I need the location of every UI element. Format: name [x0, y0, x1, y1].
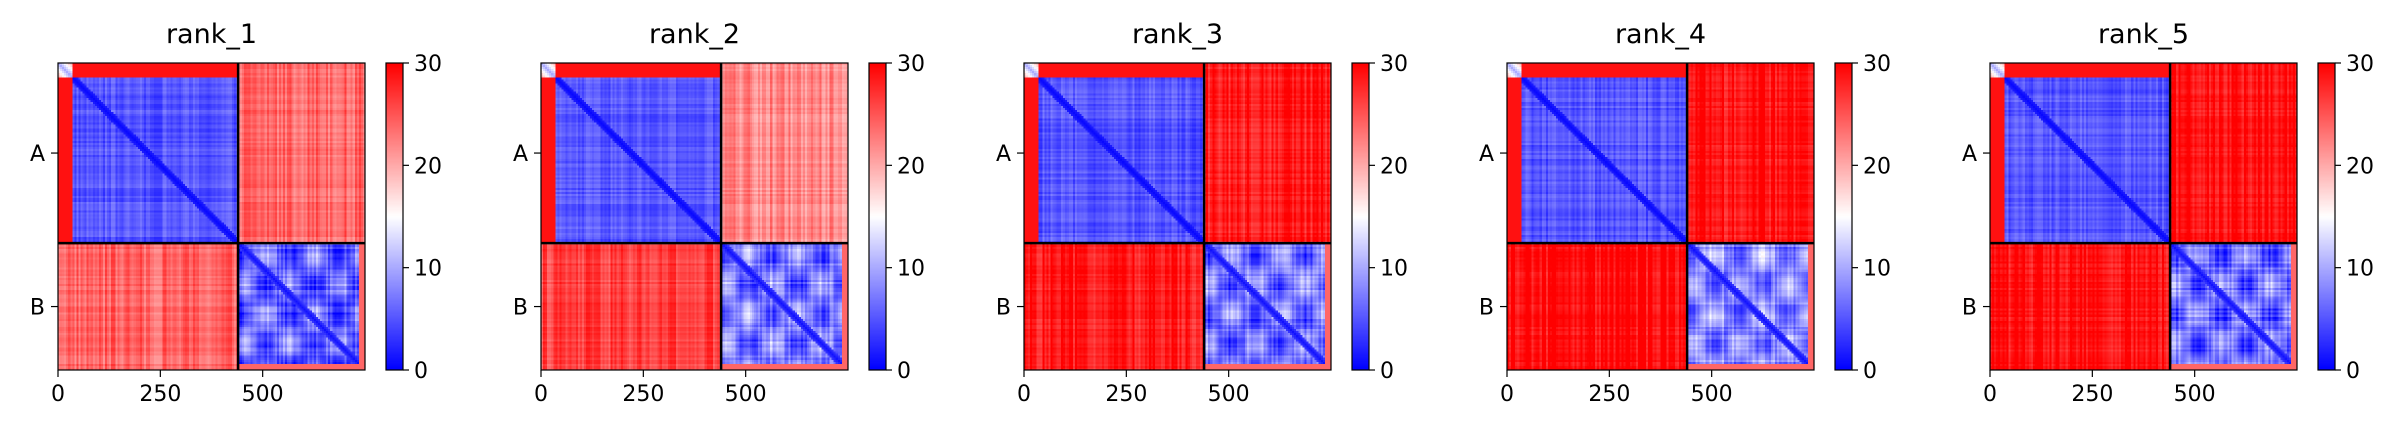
y-tick-label-chain-A: A	[996, 142, 1011, 167]
colorbar-tick-label: 10	[2346, 257, 2374, 282]
colorbar-tick-label: 10	[414, 257, 442, 282]
y-tick-label-chain-A: A	[1962, 142, 1977, 167]
colorbar-frame	[385, 62, 404, 371]
x-tick-label: 0	[51, 382, 65, 407]
y-tick-label-chain-A: A	[1479, 142, 1494, 167]
x-tick-label: 500	[242, 382, 284, 407]
x-tick-label: 0	[1017, 382, 1031, 407]
panel-title: rank_1	[166, 19, 257, 50]
colorbar-tick-label: 0	[414, 359, 428, 384]
x-tick-label: 250	[1105, 382, 1147, 407]
heatmap-panel-rank_3: rank_3 A B 0 250 500 0 10 20 30	[996, 19, 1408, 407]
colorbar-tick-label: 10	[1380, 257, 1408, 282]
y-tick-label-chain-B: B	[30, 296, 45, 321]
panel-title: rank_2	[649, 19, 740, 50]
x-tick-label: 500	[1691, 382, 1733, 407]
heatmap-image	[1990, 63, 2297, 370]
colorbar-tick-label: 10	[1863, 257, 1891, 282]
heatmap-image	[1024, 63, 1331, 370]
colorbar-tick-label: 20	[2346, 154, 2374, 179]
panel-title: rank_3	[1132, 19, 1223, 50]
colorbar-tick-label: 20	[1380, 154, 1408, 179]
colorbar-tick-label: 20	[1863, 154, 1891, 179]
colorbar: 0 10 20 30	[1834, 52, 1891, 384]
colorbar-gradient	[386, 63, 403, 370]
x-tick-label: 500	[1208, 382, 1250, 407]
colorbar-gradient	[869, 63, 886, 370]
colorbar-tick-label: 0	[1863, 359, 1877, 384]
colorbar: 0 10 20 30	[2317, 52, 2374, 384]
x-tick-label: 0	[1983, 382, 1997, 407]
panel-title: rank_4	[1615, 19, 1706, 50]
colorbar-tick-label: 10	[897, 257, 925, 282]
heatmap-panel-rank_5: rank_5 A B 0 250 500 0 10 20 30	[1962, 19, 2374, 407]
colorbar-tick-label: 30	[2346, 52, 2374, 77]
x-tick-label: 250	[622, 382, 664, 407]
colorbar-tick-label: 30	[1380, 52, 1408, 77]
colorbar-gradient	[1835, 63, 1852, 370]
x-tick-label: 500	[725, 382, 767, 407]
heatmap-image	[541, 63, 848, 370]
colorbar-tick-label: 30	[414, 52, 442, 77]
x-tick-label: 500	[2174, 382, 2216, 407]
heatmap-panel-rank_1: rank_1 A B 0 250 500 0 10 20 30	[30, 19, 442, 407]
heatmap-image	[1507, 63, 1814, 370]
colorbar-tick-label: 0	[2346, 359, 2360, 384]
x-tick-label: 250	[139, 382, 181, 407]
axes-frame	[1989, 62, 2298, 371]
colorbar: 0 10 20 30	[1351, 52, 1408, 384]
colorbar-gradient	[1352, 63, 1369, 370]
y-tick-label-chain-B: B	[513, 296, 528, 321]
y-tick-label-chain-B: B	[1479, 296, 1494, 321]
x-tick-label: 250	[2071, 382, 2113, 407]
y-tick-label-chain-A: A	[513, 142, 528, 167]
colorbar-tick-label: 0	[897, 359, 911, 384]
heatmap-panel-rank_2: rank_2 A B 0 250 500 0 10 20 30	[513, 19, 925, 407]
colorbar-tick-label: 30	[897, 52, 925, 77]
axes-frame	[1506, 62, 1815, 371]
axes-frame	[57, 62, 366, 371]
panel-title: rank_5	[2098, 19, 2189, 50]
axes-frame	[1023, 62, 1332, 371]
colorbar-frame	[1351, 62, 1370, 371]
y-tick-label-chain-B: B	[996, 296, 1011, 321]
y-tick-label-chain-A: A	[30, 142, 45, 167]
colorbar-frame	[1834, 62, 1853, 371]
heatmap-panel-rank_4: rank_4 A B 0 250 500 0 10 20 30	[1479, 19, 1891, 407]
colorbar-frame	[2317, 62, 2336, 371]
y-tick-label-chain-B: B	[1962, 296, 1977, 321]
x-tick-label: 0	[534, 382, 548, 407]
colorbar-tick-label: 20	[897, 154, 925, 179]
colorbar: 0 10 20 30	[385, 52, 442, 384]
colorbar-frame	[868, 62, 887, 371]
colorbar-tick-label: 0	[1380, 359, 1394, 384]
colorbar-tick-label: 20	[414, 154, 442, 179]
colorbar: 0 10 20 30	[868, 52, 925, 384]
x-tick-label: 0	[1500, 382, 1514, 407]
x-tick-label: 250	[1588, 382, 1630, 407]
heatmap-image	[58, 63, 365, 370]
colorbar-gradient	[2318, 63, 2335, 370]
axes-frame	[540, 62, 849, 371]
colorbar-tick-label: 30	[1863, 52, 1891, 77]
